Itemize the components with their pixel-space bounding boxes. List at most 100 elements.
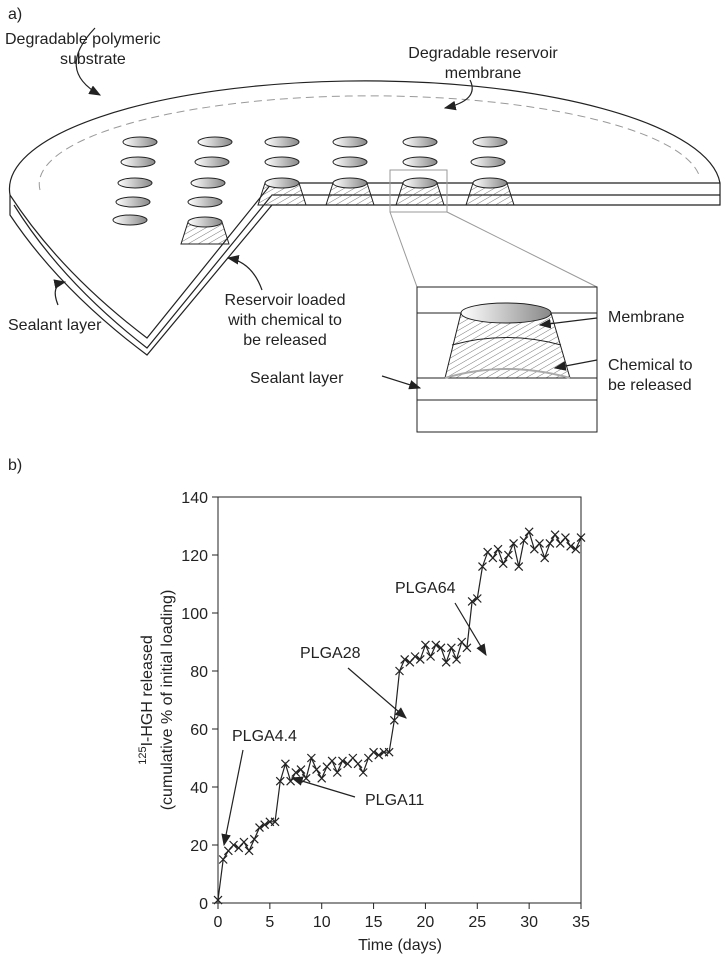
reservoir-cap <box>115 196 151 208</box>
data-point <box>503 550 513 560</box>
reservoir-cap <box>264 156 300 168</box>
data-point <box>509 538 519 548</box>
data-point <box>441 657 451 667</box>
reservoir-cap <box>332 177 368 189</box>
data-point <box>286 776 296 786</box>
reservoir-cap <box>332 136 368 148</box>
data-point <box>332 768 342 777</box>
data-point <box>545 538 555 548</box>
y-axis-label: (cumulative % of initial loading) <box>159 590 176 811</box>
annotation: PLGA11 <box>365 792 424 809</box>
data-point <box>472 594 482 603</box>
reservoir-cap <box>264 177 300 189</box>
reservoir-cap <box>187 196 223 208</box>
data-point <box>561 533 570 543</box>
label: Degradable polymeric substrate <box>5 31 161 68</box>
data-point <box>239 837 249 847</box>
x-tick-label: 0 <box>214 914 223 931</box>
y-tick-label: 60 <box>190 722 208 739</box>
y-tick-label: 120 <box>181 548 208 565</box>
data-point <box>478 562 487 572</box>
data-point <box>535 538 544 548</box>
data-point <box>395 666 404 676</box>
annotation: PLGA64 <box>395 580 456 597</box>
y-tick-label: 0 <box>199 896 208 913</box>
data-point <box>436 643 446 653</box>
x-tick-label: 10 <box>313 914 331 931</box>
data-point <box>358 768 368 777</box>
data-point <box>576 533 586 543</box>
data-point <box>571 544 581 554</box>
x-axis-label: Time (days) <box>358 937 442 954</box>
y-tick-label: 40 <box>190 780 208 797</box>
x-tick-label: 15 <box>365 914 383 931</box>
data-point <box>317 773 327 783</box>
data-point <box>218 855 228 864</box>
data-point <box>519 536 529 545</box>
x-tick-label: 25 <box>468 914 486 931</box>
data-point <box>369 747 378 757</box>
data-point <box>312 765 321 775</box>
data-point <box>353 759 363 769</box>
data-point <box>280 759 290 769</box>
label: Chemical to be released <box>608 357 693 394</box>
reservoir-cap <box>122 136 158 148</box>
data-point <box>260 820 270 830</box>
plot-frame <box>217 496 582 904</box>
label: Sealant layer <box>250 370 344 387</box>
reservoir-cap <box>194 156 230 168</box>
x-tick-label: 35 <box>572 914 590 931</box>
data-point <box>374 750 384 760</box>
data-point <box>415 654 425 664</box>
x-tick-label: 20 <box>417 914 435 931</box>
data-point <box>488 553 498 563</box>
label: Membrane <box>608 309 685 326</box>
data-point <box>291 768 301 777</box>
y-tick-label: 140 <box>181 490 208 507</box>
device-diagram <box>8 27 721 433</box>
data-point <box>306 753 316 763</box>
reservoir-cap <box>472 136 508 148</box>
reservoir-cap <box>187 216 223 228</box>
data-point <box>421 640 430 650</box>
x-tick-label: 30 <box>520 914 538 931</box>
data-point <box>301 773 311 783</box>
reservoir-cap <box>402 136 438 148</box>
data-point <box>540 553 550 563</box>
reservoir-cap <box>264 136 300 148</box>
data-point <box>566 541 576 551</box>
reservoir-cap <box>332 156 368 168</box>
data-point <box>255 823 264 833</box>
data-point <box>446 643 456 653</box>
y-tick-label: 80 <box>190 664 208 681</box>
data-point <box>296 765 306 775</box>
data-point <box>550 530 560 540</box>
y-tick-label: 20 <box>190 838 208 855</box>
data-point <box>229 840 238 850</box>
y-axis-label: 125I-HGH released <box>137 635 156 765</box>
x-tick-label: 5 <box>265 914 274 931</box>
data-point <box>384 747 394 757</box>
data-point <box>431 640 441 650</box>
label: Reservoir loaded with chemical to be relea… <box>225 292 346 349</box>
panel-label: b) <box>8 457 22 474</box>
reservoir-cap <box>117 177 153 189</box>
annotation: PLGA28 <box>300 645 361 662</box>
label: Degradable reservoir membrane <box>408 45 558 82</box>
reservoir-cap <box>402 156 438 168</box>
data-point <box>426 652 436 661</box>
reservoir-cap <box>112 214 148 226</box>
reservoir-cap <box>120 156 156 168</box>
data-point <box>452 654 461 664</box>
data-point <box>462 643 472 653</box>
panel-label: a) <box>8 6 22 23</box>
data-point <box>270 817 280 827</box>
data-point <box>275 776 285 786</box>
data-point <box>338 756 347 766</box>
label: Sealant layer <box>8 317 102 334</box>
reservoir-cap <box>197 136 233 148</box>
data-point <box>514 562 524 572</box>
y-tick-label: 100 <box>181 606 208 623</box>
reservoir-cap <box>402 177 438 189</box>
